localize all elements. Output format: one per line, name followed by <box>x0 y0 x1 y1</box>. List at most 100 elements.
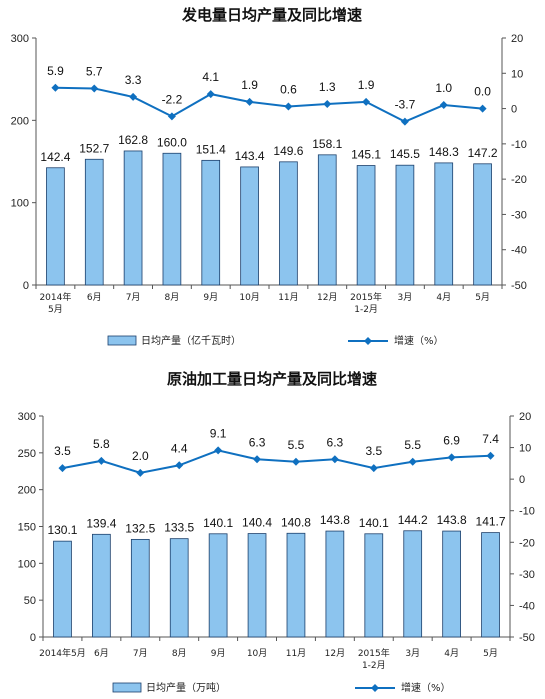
bar <box>208 533 228 638</box>
x-axis-tick-label: 12月 <box>317 292 337 303</box>
bar-value-label: 140.1 <box>203 516 233 530</box>
right-axis-tick-label: -30 <box>519 569 535 581</box>
growth-value-label: 5.5 <box>404 438 421 452</box>
growth-value-label: 5.8 <box>93 437 110 451</box>
bar-value-label: 158.1 <box>312 137 342 151</box>
right-axis-tick-label: -30 <box>511 209 527 221</box>
x-axis-tick-label-line: 8月 <box>165 292 180 303</box>
growth-marker <box>408 457 417 466</box>
bar <box>325 530 345 638</box>
bar <box>240 166 259 286</box>
growth-value-label: 1.9 <box>358 78 375 92</box>
bar <box>395 164 415 286</box>
growth-value-label: 3.3 <box>125 73 142 87</box>
growth-value-label: 1.3 <box>319 80 336 94</box>
bar <box>123 150 143 286</box>
right-axis-tick-label: -50 <box>519 632 535 644</box>
bar-value-label: 145.5 <box>390 147 420 161</box>
x-axis-tick-label-line: 4月 <box>444 648 459 659</box>
x-axis-tick-label-line: 1-2月 <box>354 304 378 315</box>
x-axis-tick-label: 4月 <box>444 648 459 659</box>
left-axis-tick-label: 100 <box>18 558 36 570</box>
growth-value-label: 0.0 <box>474 85 491 99</box>
growth-value-label: 9.1 <box>210 426 227 440</box>
growth-value-label: 0.6 <box>280 82 297 96</box>
growth-marker <box>486 451 495 460</box>
bar-value-label: 152.7 <box>79 141 109 155</box>
bar-value-label: 151.4 <box>196 142 226 156</box>
x-axis-tick-label-line: 11月 <box>286 648 306 659</box>
x-axis-tick-label-line: 10月 <box>247 648 267 659</box>
growth-line <box>55 86 483 123</box>
growth-marker <box>284 102 293 111</box>
right-axis-tick-label: 20 <box>511 33 523 45</box>
legend-line-marker <box>364 337 372 345</box>
x-axis-tick-label-line: 5月 <box>483 648 498 659</box>
bar <box>481 532 500 638</box>
bar <box>130 538 150 638</box>
x-axis-tick-label-line: 2015年 <box>358 647 390 659</box>
bar <box>53 540 72 638</box>
x-axis-tick-label: 9月 <box>211 648 226 659</box>
x-axis-tick-label-line: 1-2月 <box>362 660 386 671</box>
left-axis-tick-label: 300 <box>11 33 29 45</box>
x-axis-tick-label: 8月 <box>172 648 187 659</box>
growth-marker <box>136 468 145 477</box>
right-axis-tick-label: -10 <box>519 506 535 518</box>
bar <box>46 167 65 286</box>
growth-marker <box>330 455 339 464</box>
x-axis-tick-label: 5月 <box>483 648 498 659</box>
chart-1: 发电量日均产量及同比增速 0 100 200 300 -50 -40 -30 -20 -10 0 10… <box>11 6 527 347</box>
bar-value-label: 162.8 <box>118 133 148 147</box>
bar-value-label: 149.6 <box>273 144 303 158</box>
x-axis-tick-label: 10月 <box>239 292 259 303</box>
growth-marker <box>447 453 456 462</box>
growth-marker <box>253 455 262 464</box>
growth-marker <box>323 99 332 108</box>
x-axis-tick-label-line: 9月 <box>211 648 226 659</box>
bar <box>442 530 461 638</box>
right-axis-tick-label: -50 <box>511 280 527 292</box>
bar-value-label: 140.4 <box>242 516 272 530</box>
growth-value-label: 5.7 <box>86 64 103 78</box>
growth-value-label: 4.1 <box>202 70 219 84</box>
growth-marker <box>206 90 215 99</box>
growth-marker <box>291 457 300 466</box>
x-axis-tick-label-line: 3月 <box>405 648 420 659</box>
x-axis-tick-label-line: 7月 <box>126 292 141 303</box>
left-axis-tick-label: 200 <box>18 485 36 497</box>
growth-value-label: 4.4 <box>171 441 188 455</box>
bar-value-label: 143.8 <box>437 513 467 527</box>
right-axis-tick-label: 0 <box>511 104 517 116</box>
right-axis-tick-label: -40 <box>519 600 535 612</box>
x-axis-tick-label: 7月 <box>126 292 141 303</box>
growth-marker <box>129 92 138 101</box>
x-axis-tick-label-line: 2014年5月 <box>39 647 86 659</box>
growth-marker <box>58 464 67 473</box>
x-axis-tick-label: 8月 <box>165 292 180 303</box>
chart-2: 原油加工量日均产量及同比增速050100150200250300-50-40-3… <box>18 370 535 694</box>
bar-value-label: 148.3 <box>429 145 459 159</box>
left-axis-tick-label: 0 <box>23 280 29 292</box>
x-axis-tick-label-line: 12月 <box>317 292 337 303</box>
bar <box>356 165 376 286</box>
x-axis-tick-label-line: 12月 <box>325 648 345 659</box>
bar-value-label: 160.0 <box>157 135 187 149</box>
right-axis-tick-label: 20 <box>519 411 531 423</box>
x-axis-tick-label: 10月 <box>247 648 267 659</box>
growth-value-label: 1.9 <box>241 78 258 92</box>
growth-value-label: 6.9 <box>443 433 460 447</box>
legend-bar-swatch <box>107 335 137 346</box>
growth-value-label: 3.5 <box>365 444 382 458</box>
x-axis-tick-label-line: 9月 <box>203 292 218 303</box>
bar <box>201 159 221 286</box>
bar-value-label: 140.8 <box>281 515 311 529</box>
bar-value-label: 143.4 <box>235 149 265 163</box>
x-axis-tick-label: 11月 <box>278 292 298 303</box>
x-axis-tick-label-line: 7月 <box>133 648 148 659</box>
left-axis-tick-label: 200 <box>11 115 29 127</box>
x-axis-tick-label: 11月 <box>286 648 306 659</box>
left-axis-tick-label: 100 <box>11 198 29 210</box>
